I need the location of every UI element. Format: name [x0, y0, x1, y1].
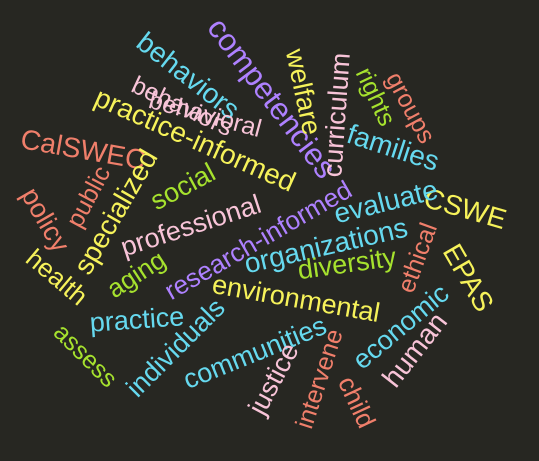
word-curriculum: curriculum — [317, 51, 356, 179]
word-child: child — [332, 371, 382, 433]
